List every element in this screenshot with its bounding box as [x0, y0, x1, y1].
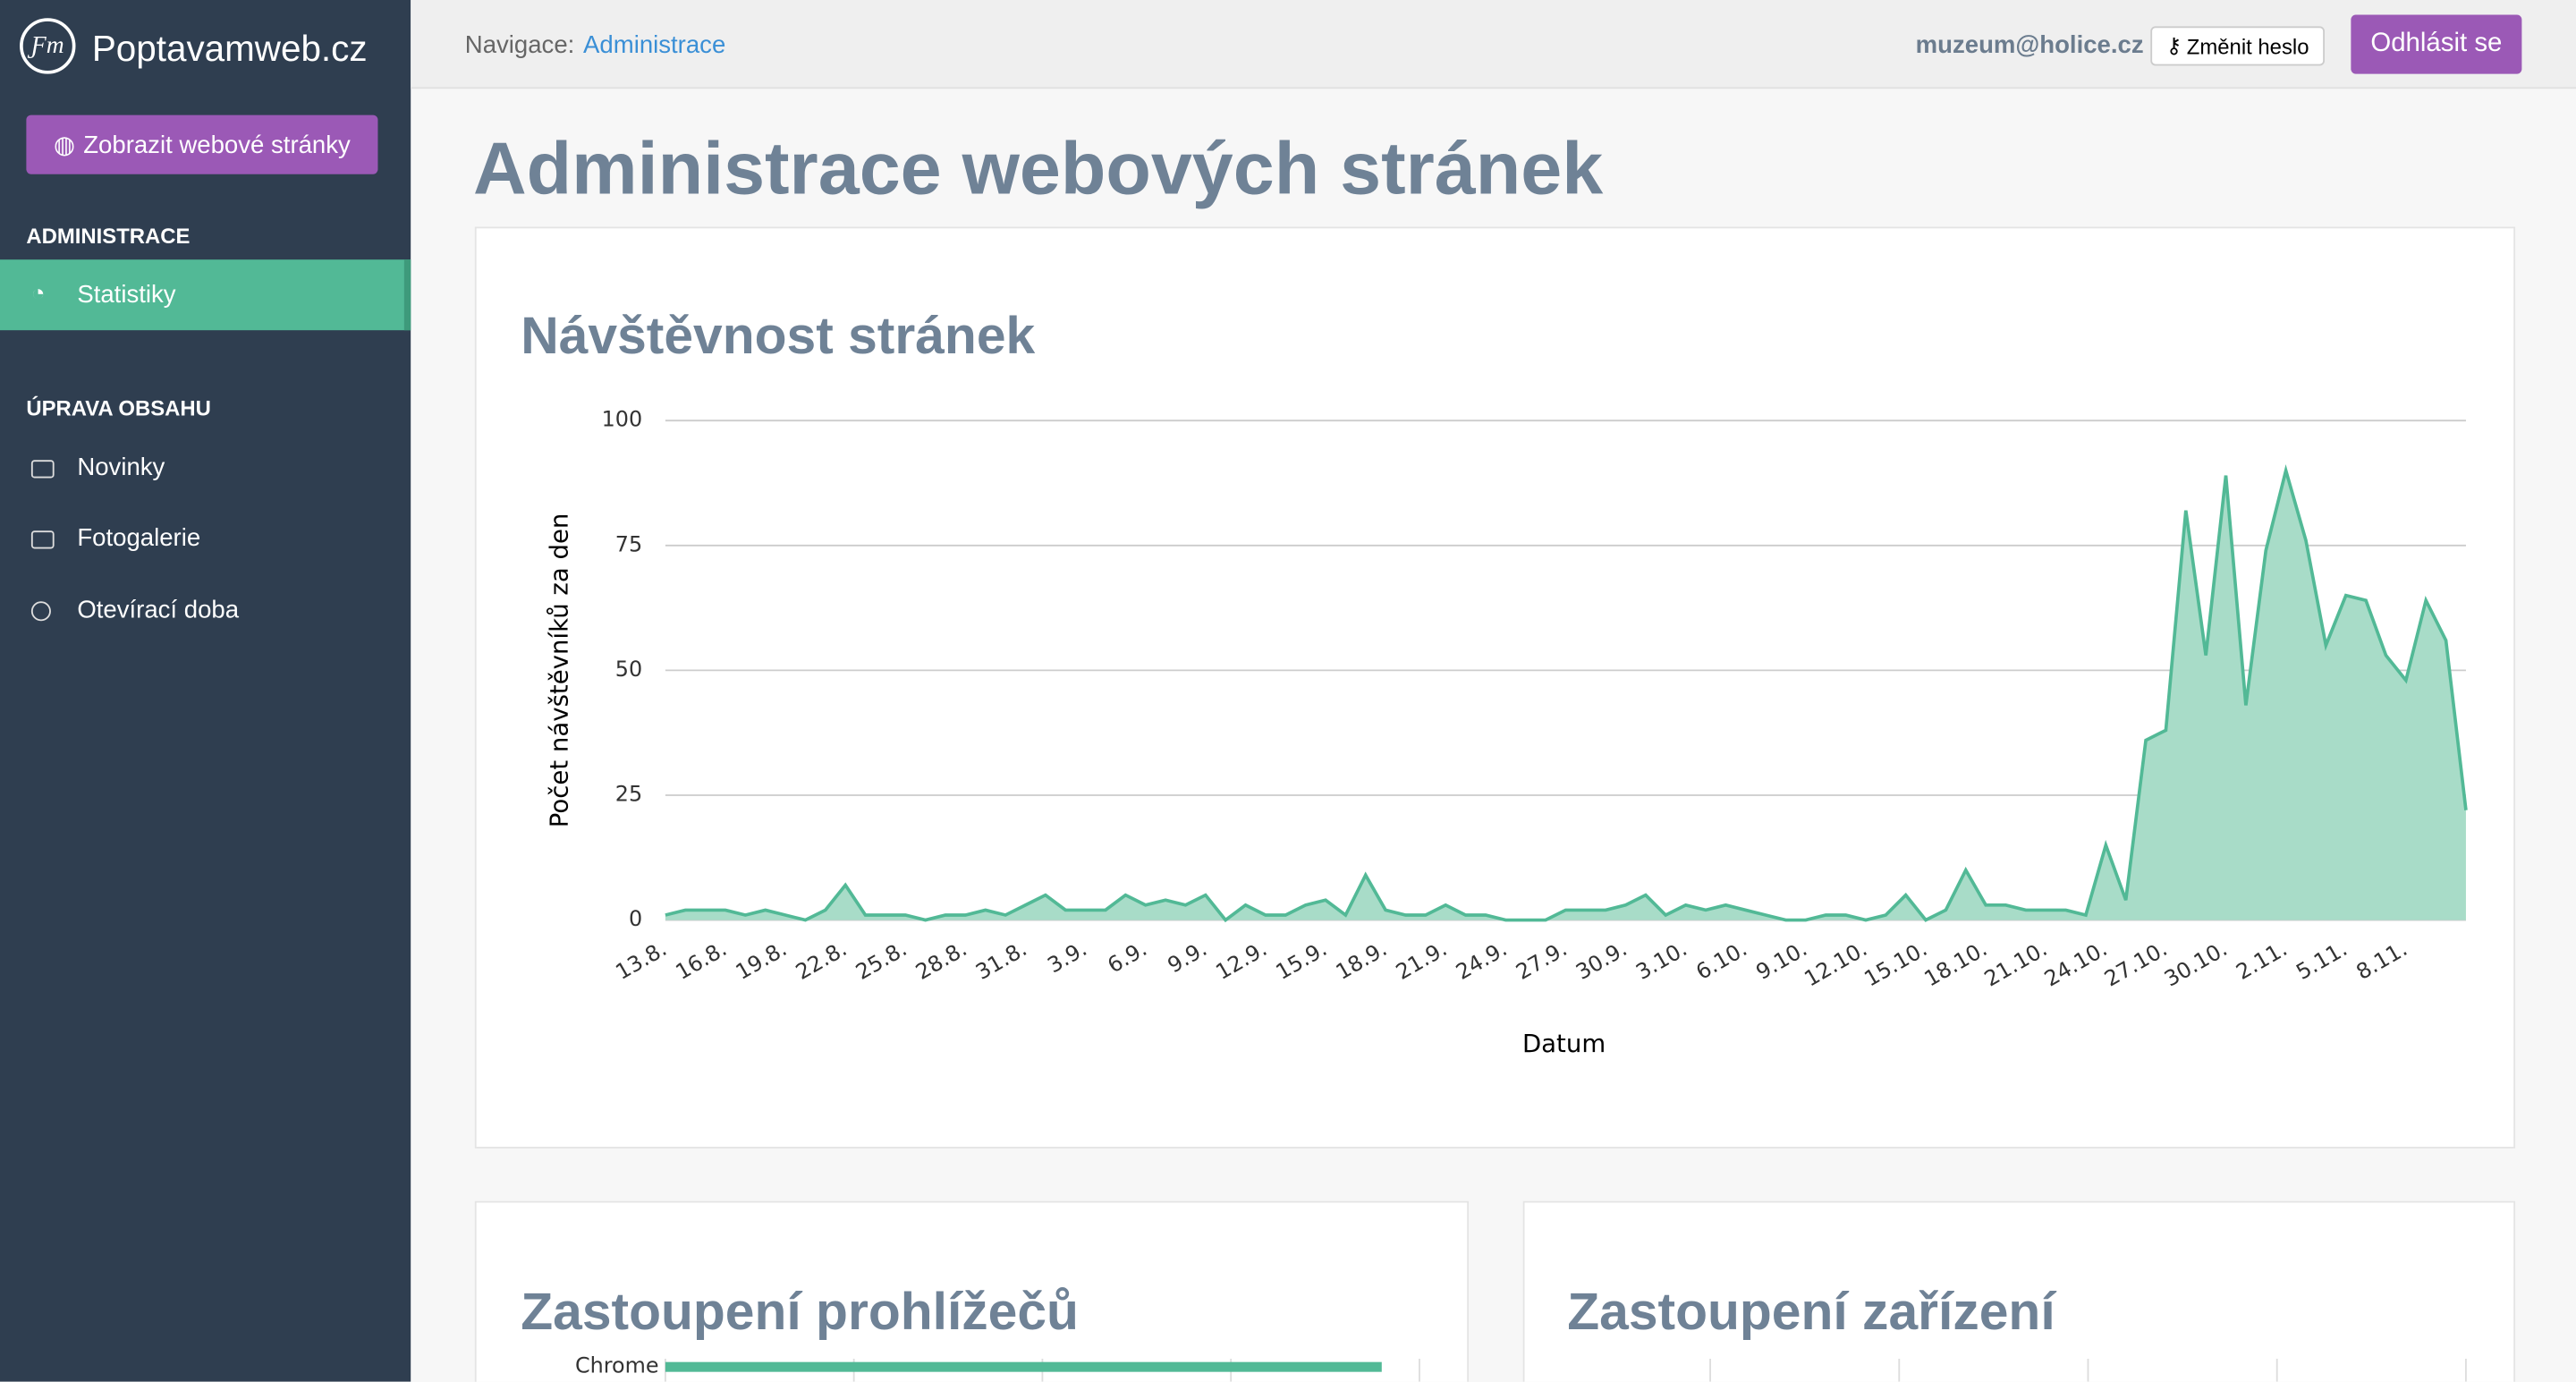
area-fill — [665, 471, 2466, 920]
x-tick-label: 8.11. — [2352, 936, 2412, 985]
x-tick-label: 30.10. — [2160, 936, 2232, 991]
logout-button[interactable]: Odhlásit se — [2351, 14, 2522, 74]
x-tick-label: 21.10. — [1980, 936, 2052, 991]
chart-title: Zastoupení zařízení — [1567, 1281, 2055, 1341]
y-tick-label: 0 — [629, 906, 642, 931]
icon — [30, 460, 55, 479]
y-tick-label: Chrome — [575, 1353, 659, 1378]
x-tick-label: 9.10. — [1751, 936, 1811, 985]
icon — [30, 530, 55, 549]
nav-item[interactable]: Novinky — [77, 453, 165, 482]
y-tick-label: 25 — [615, 781, 642, 806]
device-grid — [1709, 1358, 2467, 1382]
x-tick-label: 22.8. — [792, 936, 852, 985]
x-tick-label: 24.9. — [1452, 936, 1512, 985]
nav-item[interactable]: Otevírací doba — [77, 596, 240, 624]
x-tick-label: 18.10. — [1920, 936, 1992, 991]
topbar: Navigace: Administrace muzeum@holice.cz … — [411, 0, 2576, 89]
panel — [474, 1200, 1470, 1382]
button-label: Změnit heslo — [2186, 33, 2309, 59]
y-tick-label: 75 — [615, 531, 642, 556]
user-email: muzeum@holice.cz — [1915, 30, 2144, 60]
x-tick-label: 12.9. — [1212, 936, 1272, 985]
x-tick-label: 24.10. — [2040, 936, 2112, 991]
nav-label: Navigace: — [464, 30, 575, 60]
panel — [1522, 1200, 2516, 1382]
x-tick-label: 3.9. — [1043, 936, 1090, 978]
x-tick-label: 28.8. — [911, 936, 971, 985]
x-tick-label: 27.9. — [1512, 936, 1572, 985]
chart-title: Návštěvnost stránek — [521, 305, 1036, 365]
x-tick-label: 31.8. — [971, 936, 1031, 985]
x-tick-label: 15.9. — [1272, 936, 1332, 985]
x-tick-label: 18.9. — [1332, 936, 1392, 985]
x-tick-label: 9.9. — [1164, 936, 1211, 978]
x-tick-label: 12.10. — [1800, 936, 1871, 991]
x-tick-label: 19.8. — [732, 936, 792, 985]
x-tick-label: 13.8. — [612, 936, 672, 985]
active-nav-item[interactable]: ◔ Statistiky — [0, 259, 411, 331]
x-tick-label: 3.10. — [1631, 936, 1691, 985]
breadcrumb-link[interactable]: Administrace — [583, 30, 726, 60]
change-password-button[interactable]: ⚷ Změnit heslo — [2150, 26, 2325, 66]
y-tick-label: 100 — [602, 407, 643, 432]
nav-item[interactable]: Fotogalerie — [77, 523, 201, 553]
bar — [665, 1361, 1382, 1372]
brand[interactable]: Poptavamweb.cz — [91, 28, 368, 70]
x-tick-label: 30.9. — [1572, 936, 1631, 985]
chart-title: Zastoupení prohlížečů — [521, 1281, 1079, 1341]
y-tick-label: 50 — [615, 657, 642, 682]
logo[interactable]: Ƒm — [20, 18, 76, 74]
x-tick-label: 16.8. — [672, 936, 732, 985]
sidebar: Ƒm Poptavamweb.cz ◍ Zobrazit webové strán… — [0, 0, 411, 1382]
page-title: Administrace webových stránek — [472, 126, 1604, 211]
button-label: Zobrazit webové stránky — [83, 131, 351, 159]
nav-label: Statistiky — [77, 281, 176, 309]
x-tick-label: 6.9. — [1104, 936, 1151, 978]
section-heading: ÚPRAVA OBSAHU — [26, 395, 211, 421]
x-tick-label: 25.8. — [852, 936, 911, 985]
x-tick-label: 2.11. — [2232, 936, 2292, 985]
icon — [30, 601, 51, 622]
x-axis-label: Datum — [1522, 1030, 1606, 1058]
x-tick-label: 27.10. — [2100, 936, 2172, 991]
x-tick-label: 15.10. — [1860, 936, 1932, 991]
x-tick-label: 21.9. — [1392, 936, 1452, 985]
section-heading: ADMINISTRACE — [26, 223, 191, 249]
view-site-button[interactable]: ◍ Zobrazit webové stránky — [26, 114, 378, 174]
x-tick-label: 6.10. — [1691, 936, 1751, 985]
x-tick-label: 5.11. — [2292, 936, 2351, 985]
y-axis-label: Počet návštěvníků za den — [545, 513, 573, 828]
area-line — [665, 463, 2468, 923]
